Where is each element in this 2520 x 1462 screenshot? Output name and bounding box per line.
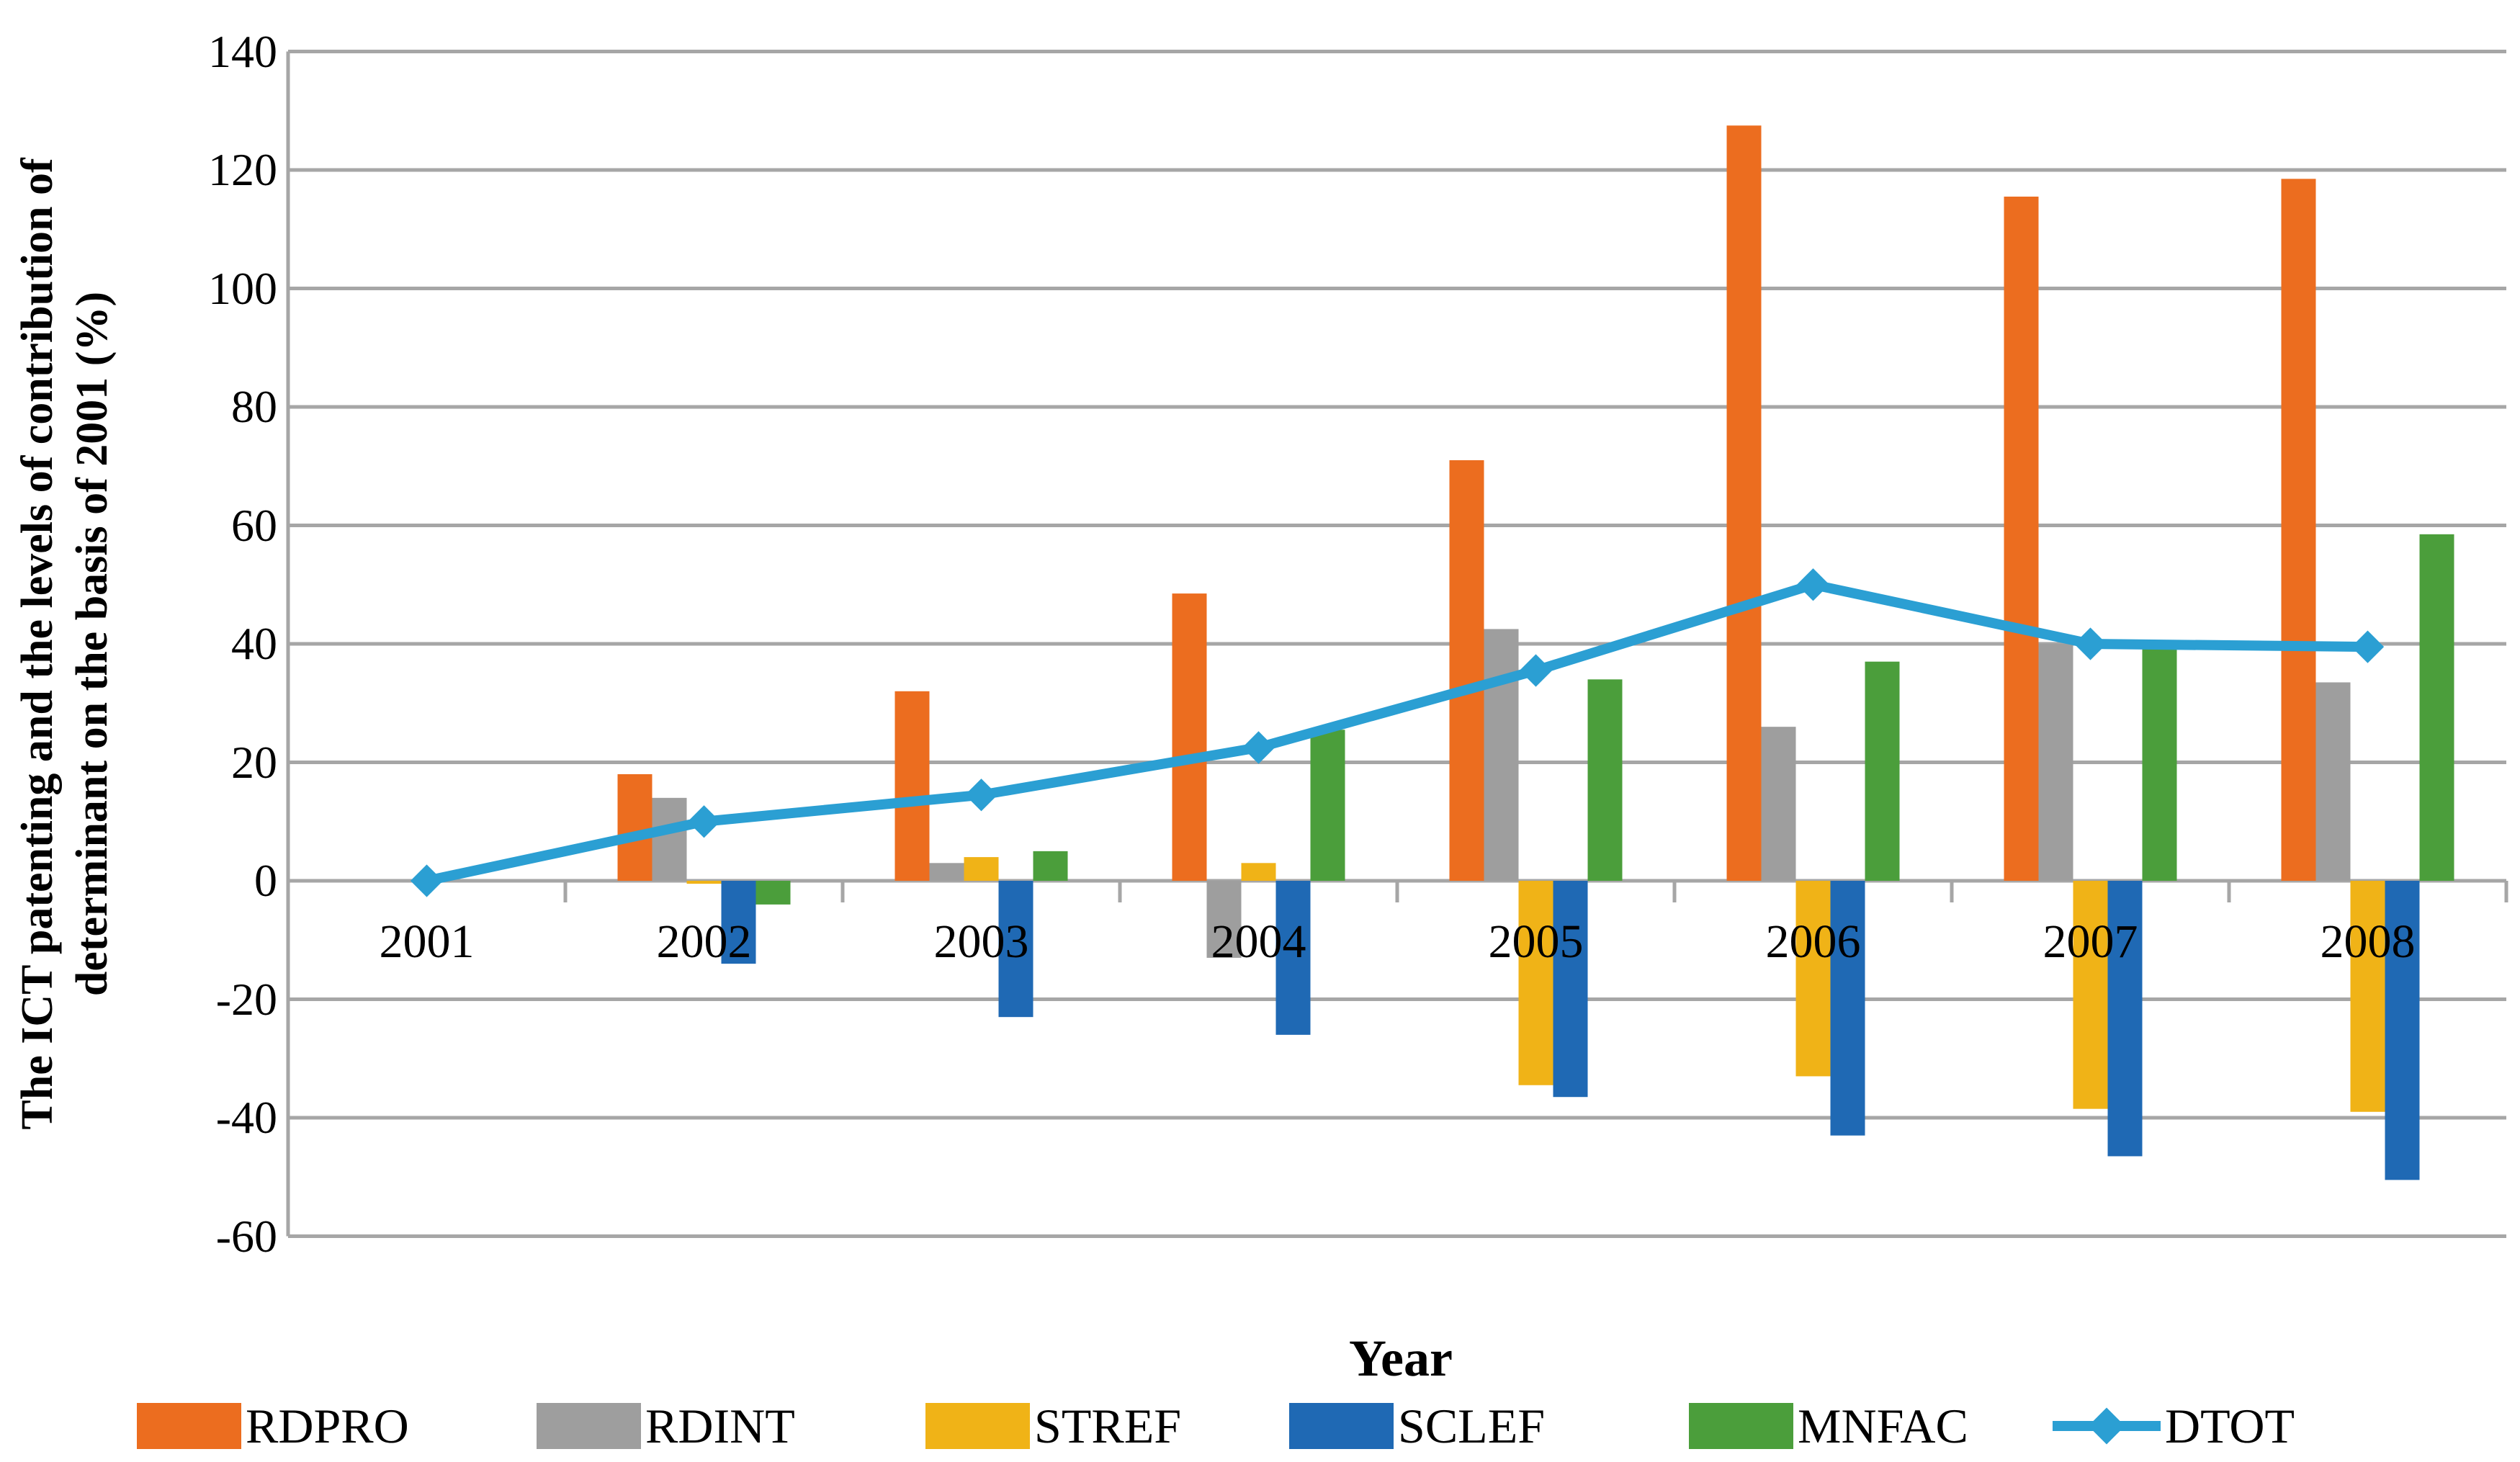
legend-label-STREF: STREF — [1034, 1398, 1182, 1453]
x-tick-label-2006: 2006 — [1765, 915, 1861, 968]
dtot-line — [421, 579, 2373, 886]
y-axis-title-line2: determinant on the basis of 2001 (%) — [68, 291, 117, 997]
legend-item-STREF: STREF — [925, 1394, 1181, 1458]
x-tick-label-2004: 2004 — [1211, 915, 1306, 968]
legend-line-marker-DTOT — [2053, 1403, 2161, 1449]
bar-MNFAC-2006 — [1865, 661, 1900, 881]
bar-RDPRO-2004 — [1172, 593, 1207, 881]
bar-SCLEF-2003 — [998, 881, 1033, 1018]
bar-RDPRO-2007 — [2004, 197, 2039, 881]
bar-STREF-2008 — [2350, 881, 2385, 1112]
bar-MNFAC-2008 — [2419, 534, 2454, 881]
y-tick-label-100: 100 — [208, 262, 277, 314]
bar-SCLEF-2006 — [1830, 881, 1865, 1136]
bar-MNFAC-2004 — [1310, 730, 1345, 881]
y-tick-label-140: 140 — [208, 25, 277, 77]
y-tick-label--60: -60 — [215, 1210, 277, 1262]
y-tick-label-0: 0 — [254, 855, 277, 906]
legend-swatch-RDPRO — [137, 1403, 241, 1449]
x-tick-label-2003: 2003 — [933, 915, 1029, 968]
bar-MNFAC-2007 — [2142, 647, 2177, 881]
y-tick-label-80: 80 — [231, 381, 277, 432]
dtot-marker-2006 — [1796, 568, 1830, 601]
legend: RDPRO RDINT STREF SCLEF MNFAC DTOT — [0, 1394, 2520, 1458]
bar-STREF-2007 — [2073, 881, 2108, 1109]
legend-item-SCLEF: SCLEF — [1289, 1394, 1545, 1458]
dtot-marker-2005 — [1519, 654, 1553, 687]
bar-RDPRO-2002 — [617, 773, 653, 881]
bar-RDINT-2006 — [1761, 727, 1796, 881]
y-tick-label--20: -20 — [215, 973, 277, 1025]
bar-STREF-2006 — [1795, 881, 1831, 1077]
x-axis-title: Year — [1349, 1329, 1453, 1387]
legend-swatch-STREF — [925, 1403, 1030, 1449]
x-tick-label-2001: 2001 — [379, 915, 475, 968]
bar-RDINT-2004 — [1206, 881, 1242, 958]
bar-RDPRO-2006 — [1726, 125, 1762, 881]
bar-RDINT-2007 — [2038, 644, 2073, 881]
legend-label-DTOT: DTOT — [2165, 1398, 2295, 1453]
y-tick-label-40: 40 — [231, 618, 277, 669]
bar-RDINT-2002 — [652, 797, 687, 881]
bar-RDINT-2003 — [929, 863, 964, 881]
legend-diamond-icon — [2088, 1407, 2125, 1445]
y-tick-label-20: 20 — [231, 736, 277, 788]
legend-label-RDINT: RDINT — [645, 1398, 795, 1453]
bar-SCLEF-2004 — [1275, 881, 1311, 1035]
x-tick-label-2002: 2002 — [656, 915, 752, 968]
bar-MNFAC-2003 — [1033, 851, 1068, 881]
bar-MNFAC-2005 — [1587, 679, 1623, 881]
bar-RDPRO-2005 — [1449, 460, 1484, 881]
dtot-marker-2007 — [2073, 627, 2107, 660]
dtot-marker-2002 — [687, 805, 721, 838]
x-tick-label-2005: 2005 — [1488, 915, 1584, 968]
y-axis-title-line1: The ICT patenting and the levels of cont… — [13, 158, 62, 1130]
dtot-marker-2001 — [410, 864, 444, 897]
legend-item-RDPRO: RDPRO — [137, 1394, 409, 1458]
legend-swatch-RDINT — [537, 1403, 641, 1449]
y-axis-title: The ICT patenting and the levels of cont… — [10, 158, 120, 1129]
legend-label-SCLEF: SCLEF — [1398, 1398, 1546, 1453]
dtot-marker-2008 — [2351, 630, 2385, 663]
bar-STREF-2003 — [964, 857, 999, 881]
x-tick-label-2007: 2007 — [2043, 915, 2138, 968]
bar-RDINT-2008 — [2315, 682, 2351, 881]
legend-item-DTOT: DTOT — [2053, 1394, 2295, 1458]
bar-SCLEF-2007 — [2107, 881, 2143, 1157]
legend-swatch-SCLEF — [1289, 1403, 1394, 1449]
bar-STREF-2005 — [1518, 881, 1553, 1085]
legend-label-MNFAC: MNFAC — [1798, 1398, 1968, 1453]
bar-STREF-2002 — [686, 881, 722, 884]
legend-label-RDPRO: RDPRO — [246, 1398, 409, 1453]
bar-RDPRO-2008 — [2281, 179, 2316, 881]
bar-SCLEF-2002 — [721, 881, 756, 964]
bar-STREF-2004 — [1241, 863, 1276, 881]
dtot-marker-2003 — [964, 779, 998, 812]
y-tick-label-60: 60 — [231, 499, 277, 551]
y-tick-label--40: -40 — [215, 1092, 277, 1143]
y-tick-label-120: 120 — [208, 144, 277, 195]
x-tick-label-2008: 2008 — [2320, 915, 2416, 968]
bar-SCLEF-2008 — [2385, 881, 2420, 1180]
legend-item-MNFAC: MNFAC — [1689, 1394, 1968, 1458]
legend-swatch-MNFAC — [1689, 1403, 1793, 1449]
dtot-marker-2004 — [1242, 731, 1275, 764]
bar-MNFAC-2002 — [755, 881, 791, 905]
bar-RDINT-2005 — [1484, 629, 1519, 881]
bar-RDPRO-2003 — [894, 691, 930, 881]
legend-item-RDINT: RDINT — [537, 1394, 795, 1458]
bar-SCLEF-2005 — [1553, 881, 1588, 1098]
